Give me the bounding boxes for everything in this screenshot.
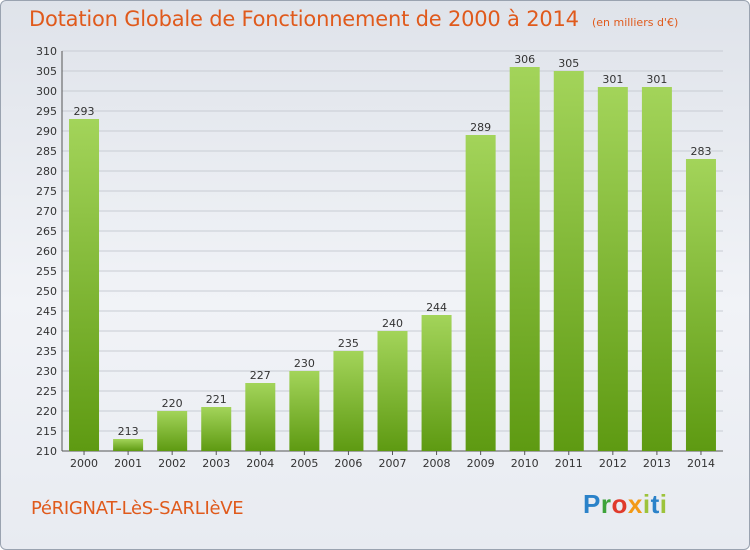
y-tick-label: 250 (36, 285, 57, 298)
y-tick-label: 305 (36, 65, 57, 78)
value-label-2008: 244 (426, 301, 447, 314)
value-label-2011: 305 (558, 57, 579, 70)
y-tick-label: 240 (36, 325, 57, 338)
commune-name: PéRIGNAT-LèS-SARLIèVE (31, 498, 244, 519)
value-label-2012: 301 (602, 73, 623, 86)
y-tick-label: 265 (36, 225, 57, 238)
bar-2010 (509, 67, 540, 451)
y-tick-label: 210 (36, 445, 57, 458)
bar-2000 (69, 119, 100, 451)
y-tick-label: 235 (36, 345, 57, 358)
chart-title: Dotation Globale de Fonctionnement de 20… (29, 7, 579, 31)
y-tick-label: 270 (36, 205, 57, 218)
y-tick-label: 230 (36, 365, 57, 378)
value-label-2002: 220 (162, 397, 183, 410)
bar-2011 (553, 71, 584, 451)
x-tick-label-2005: 2005 (290, 457, 318, 470)
x-tick-label-2012: 2012 (599, 457, 627, 470)
x-tick-label-2000: 2000 (70, 457, 98, 470)
value-label-2004: 227 (250, 369, 271, 382)
bar-2012 (597, 87, 628, 451)
x-tick-label-2008: 2008 (423, 457, 451, 470)
x-tick-label-2009: 2009 (467, 457, 495, 470)
x-tick-label-2014: 2014 (687, 457, 715, 470)
bar-2013 (641, 87, 672, 451)
value-label-2005: 230 (294, 357, 315, 370)
x-tick-label-2002: 2002 (158, 457, 186, 470)
y-tick-label: 215 (36, 425, 57, 438)
value-label-2001: 213 (118, 425, 139, 438)
y-tick-label: 255 (36, 265, 57, 278)
y-tick-label: 275 (36, 185, 57, 198)
bar-2014 (685, 159, 716, 451)
bar-2003 (201, 407, 232, 451)
value-label-2007: 240 (382, 317, 403, 330)
x-tick-label-2011: 2011 (555, 457, 583, 470)
y-tick-label: 295 (36, 105, 57, 118)
value-label-2003: 221 (206, 393, 227, 406)
bars (69, 67, 716, 451)
bar-2007 (377, 331, 408, 451)
value-label-2000: 293 (74, 105, 95, 118)
value-label-2009: 289 (470, 121, 491, 134)
value-label-2013: 301 (646, 73, 667, 86)
value-label-2010: 306 (514, 53, 535, 66)
y-tick-label: 290 (36, 125, 57, 138)
x-tick-label-2013: 2013 (643, 457, 671, 470)
chart-subtitle: (en milliers d'€) (591, 16, 679, 29)
y-tick-label: 245 (36, 305, 57, 318)
x-tick-label-2001: 2001 (114, 457, 142, 470)
title-row: Dotation Globale de Fonctionnement de 20… (29, 7, 678, 31)
bar-2001 (113, 439, 144, 451)
x-tick-label-2006: 2006 (334, 457, 362, 470)
x-tick-label-2010: 2010 (511, 457, 539, 470)
y-tick-label: 280 (36, 165, 57, 178)
value-label-2006: 235 (338, 337, 359, 350)
bar-2002 (157, 411, 188, 451)
bar-2006 (333, 351, 364, 451)
x-tick-label-2007: 2007 (379, 457, 407, 470)
bar-2009 (465, 135, 496, 451)
x-tick-label-2004: 2004 (246, 457, 274, 470)
bar-2004 (245, 383, 276, 451)
proxiti-logo: Proxiti (583, 489, 668, 519)
labels: 210 215 220 225 230 235 240 245 250 255 260 265 270 2… (36, 45, 715, 470)
y-tick-label: 300 (36, 85, 57, 98)
y-tick-label: 285 (36, 145, 57, 158)
y-tick-label: 220 (36, 405, 57, 418)
y-tick-label: 260 (36, 245, 57, 258)
y-tick-label: 310 (36, 45, 57, 58)
bar-2005 (289, 371, 320, 451)
value-label-2014: 283 (690, 145, 711, 158)
x-tick-label-2003: 2003 (202, 457, 230, 470)
y-tick-label: 225 (36, 385, 57, 398)
bar-2008 (421, 315, 452, 451)
